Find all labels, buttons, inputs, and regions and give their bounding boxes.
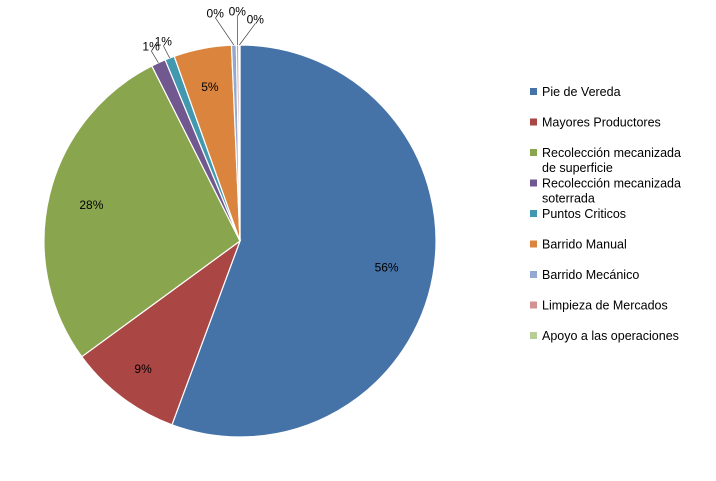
legend-item-puntos-criticos: Puntos Criticos: [530, 207, 626, 221]
data-label-barrido-mecanico: 0%: [207, 7, 225, 21]
legend-item-recoleccion-mecanizada-de-superficie: Recolección mecanizada de superficie: [530, 146, 681, 175]
slice-labels: 56%9%28%1%1%5%0% 0%0%: [79, 5, 399, 377]
data-label-limpieza-de-mercados: 0%: [229, 5, 247, 19]
legend-label-barrido-mecanico: Barrido Mecánico: [542, 268, 639, 282]
legend-swatch-barrido-manual: [530, 240, 537, 248]
legend-swatch-barrido-mecanico: [530, 271, 537, 278]
slice-mayores-productores: [80, 239, 242, 426]
data-label-recoleccion-mecanizada-soterrada: 1%: [142, 40, 160, 54]
slice-apoyo-a-las-operaciones: [238, 44, 241, 242]
data-label-apoyo-a-las-operaciones: 0%: [247, 13, 265, 27]
legend-swatch-puntos-criticos: [530, 210, 537, 217]
pie-slices: [43, 44, 437, 438]
legend-item-recoleccion-mecanizada-soterrada: Recolección mecanizada soterrada: [530, 177, 681, 206]
leader-line-apoyo-a-las-operaciones: [239, 23, 256, 46]
legend-item-barrido-mecanico: Barrido Mecánico: [530, 268, 639, 282]
data-label-pie-de-vereda: 56%: [375, 260, 399, 274]
legend-swatch-pie-de-vereda: [530, 88, 537, 95]
legend-label-recoleccion-mecanizada-de-superficie: Recolección mecanizada de superficie: [542, 146, 681, 175]
data-label-barrido-manual: 5%: [201, 80, 219, 94]
legend-swatch-recoleccion-mecanizada-soterrada: [530, 179, 537, 187]
leader-line-puntos-criticos: [162, 45, 171, 59]
legend-label-recoleccion-mecanizada-soterrada: Recolección mecanizada soterrada: [542, 177, 681, 206]
legend-swatch-apoyo-a-las-operaciones: [530, 332, 537, 339]
legend: Pie de Vereda Mayores Productores Recolecc…: [530, 85, 681, 343]
data-label-puntos-criticos: 1%: [155, 35, 173, 49]
legend-item-barrido-manual: Barrido Manual: [530, 238, 627, 252]
legend-label-limpieza-de-mercados: Limpieza de Mercados: [542, 299, 668, 313]
leader-line-recoleccion-mecanizada-soterrada: [150, 50, 159, 63]
legend-label-pie-de-vereda: Pie de Vereda: [542, 85, 621, 99]
legend-label-barrido-manual: Barrido Manual: [542, 238, 627, 252]
leader-line-barrido-mecanico: [214, 17, 235, 46]
legend-label-puntos-criticos: Puntos Criticos: [542, 207, 626, 221]
legend-swatch-recoleccion-mecanizada-de-superficie: [530, 149, 537, 156]
data-label-recoleccion-mecanizada-de-superficie: 28%: [79, 198, 103, 212]
legend-item-limpieza-de-mercados: Limpieza de Mercados: [530, 299, 668, 313]
legend-swatch-mayores-productores: [530, 118, 537, 126]
data-label-mayores-productores: 9%: [134, 362, 152, 376]
legend-item-apoyo-a-las-operaciones: Apoyo a las operaciones: [530, 329, 679, 343]
leader-lines: [150, 15, 256, 63]
legend-swatch-limpieza-de-mercados: [530, 301, 537, 309]
legend-item-pie-de-vereda: Pie de Vereda: [530, 85, 621, 99]
legend-label-apoyo-a-las-operaciones: Apoyo a las operaciones: [542, 329, 679, 343]
legend-item-mayores-productores: Mayores Productores: [530, 116, 661, 130]
slice-recoleccion-mecanizada-de-superficie: [43, 65, 241, 358]
slice-pie-de-vereda: [171, 44, 437, 438]
legend-label-mayores-productores: Mayores Productores: [542, 116, 661, 130]
